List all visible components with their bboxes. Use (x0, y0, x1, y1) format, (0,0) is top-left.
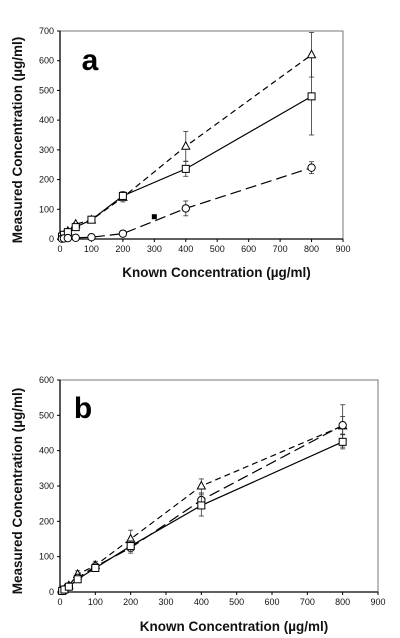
x-tick-label: 500 (210, 244, 225, 254)
x-tick-label: 0 (57, 244, 62, 254)
x-tick-label: 600 (241, 244, 256, 254)
data-point-circle (71, 233, 80, 243)
chart-panel-a: 0 100 200 300 400 500 600 700 800 900 0 100 200 300 40… (10, 26, 351, 280)
y-tick-label: 400 (39, 446, 54, 456)
x-tick-label: 300 (147, 244, 162, 254)
x-tick-label: 400 (194, 597, 209, 607)
x-tick-label: 0 (57, 597, 62, 607)
data-point-square (126, 542, 135, 551)
data-point-square (73, 575, 82, 584)
y-tick-label: 100 (39, 204, 54, 214)
y-tick-label: 700 (39, 26, 54, 36)
y-tick-label: 100 (39, 552, 54, 562)
data-point-triangle (306, 49, 317, 59)
y-axis-label: Measured Concentration (µg/ml) (10, 37, 25, 244)
data-point-square (338, 437, 347, 446)
y-tick-label: 600 (39, 375, 54, 385)
x-axis-label: Known Concentration (µg/ml) (122, 265, 311, 280)
series-line-circle (61, 167, 312, 240)
y-tick-label: 200 (39, 175, 54, 185)
x-tick-label: 700 (273, 244, 288, 254)
y-tick-label: 0 (49, 587, 54, 597)
y-tick-label: 300 (39, 481, 54, 491)
y-tick-label: 500 (39, 85, 54, 95)
x-tick-label: 800 (335, 597, 350, 607)
y-tick-label: 500 (39, 410, 54, 420)
y-axis-label: Measured Concentration (µg/ml) (10, 388, 25, 595)
panel-label: a (82, 44, 99, 77)
data-point-square (197, 501, 206, 510)
x-tick-label: 300 (158, 597, 173, 607)
data-point-circle (338, 421, 347, 430)
x-tick-label: 600 (264, 597, 279, 607)
x-tick-label: 400 (178, 244, 193, 254)
x-tick-label: 200 (115, 244, 130, 254)
x-tick-label: 900 (370, 597, 385, 607)
data-point-circle (118, 229, 128, 238)
panel-label: b (74, 392, 92, 425)
y-tick-label: 200 (39, 516, 54, 526)
x-axis-label: Known Concentration (µg/ml) (140, 619, 329, 634)
data-point-triangle (180, 140, 191, 150)
data-point-triangle (196, 480, 207, 490)
data-point-square (91, 563, 100, 572)
y-tick-label: 300 (39, 145, 54, 155)
data-point-circle (307, 163, 316, 172)
data-point-square (71, 223, 80, 232)
data-point-circle (87, 233, 96, 242)
x-tick-label: 700 (300, 597, 315, 607)
x-tick-label: 200 (123, 597, 138, 607)
x-tick-label: 100 (84, 244, 99, 254)
y-tick-label: 400 (39, 115, 54, 125)
chart-panel-b: 0 100 200 300 400 500 600 700 800 900 0 100 200 300 40… (10, 375, 386, 634)
y-tick-label: 600 (39, 56, 54, 66)
x-tick-label: 800 (304, 244, 319, 254)
data-point-square (181, 164, 190, 173)
data-point-filled-square (151, 214, 157, 220)
x-tick-label: 900 (335, 244, 350, 254)
data-point-square (87, 215, 96, 224)
x-tick-label: 500 (229, 597, 244, 607)
x-tick-label: 100 (88, 597, 103, 607)
y-tick-label: 0 (49, 234, 54, 244)
data-point-circle (63, 233, 73, 243)
data-point-circle (181, 204, 190, 213)
data-point-square (118, 191, 127, 200)
data-point-square (64, 582, 73, 591)
data-point-square (307, 92, 316, 101)
